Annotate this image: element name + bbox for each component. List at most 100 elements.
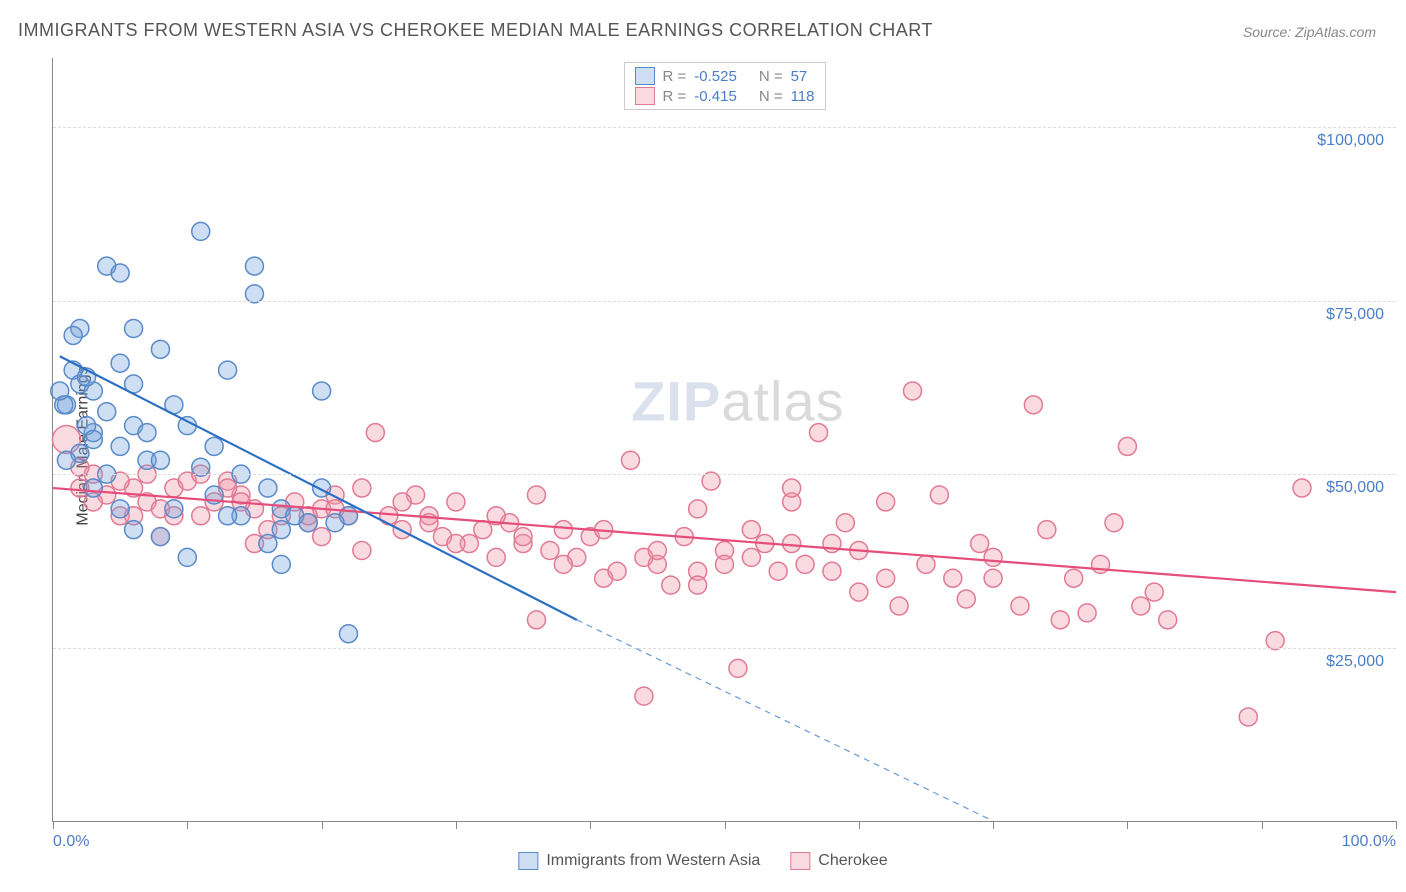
scatter-point — [272, 555, 290, 573]
scatter-point — [151, 528, 169, 546]
legend-swatch-0 — [635, 67, 655, 85]
scatter-point — [1078, 604, 1096, 622]
scatter-point — [205, 437, 223, 455]
scatter-point — [689, 576, 707, 594]
x-tick — [1396, 821, 1397, 829]
legend-bottom: Immigrants from Western Asia Cherokee — [518, 852, 887, 870]
n-value-1: 118 — [791, 88, 815, 105]
scatter-point — [474, 521, 492, 539]
scatter-point — [151, 340, 169, 358]
chart-svg-layer — [53, 58, 1396, 821]
scatter-point — [447, 535, 465, 553]
source-label: Source: ZipAtlas.com — [1243, 24, 1376, 40]
plot-area: ZIPatlas R = -0.525 N = 57 R = -0.415 N … — [52, 58, 1396, 822]
legend-item-1: Cherokee — [790, 852, 887, 870]
r-label: R = — [663, 68, 687, 85]
x-tick — [993, 821, 994, 829]
scatter-point — [1105, 514, 1123, 532]
n-label: N = — [759, 88, 783, 105]
scatter-point — [111, 264, 129, 282]
x-tick — [187, 821, 188, 829]
scatter-point — [689, 500, 707, 518]
x-tick-label: 0.0% — [53, 833, 89, 851]
r-label: R = — [663, 88, 687, 105]
scatter-point — [165, 500, 183, 518]
n-value-0: 57 — [791, 68, 808, 85]
scatter-point — [514, 528, 532, 546]
y-tick-label: $50,000 — [1326, 479, 1384, 497]
gridline — [53, 127, 1396, 128]
scatter-point — [554, 555, 572, 573]
scatter-point — [662, 576, 680, 594]
chart-container: IMMIGRANTS FROM WESTERN ASIA VS CHEROKEE… — [0, 0, 1406, 892]
x-tick — [859, 821, 860, 829]
scatter-point — [796, 555, 814, 573]
scatter-point — [219, 507, 237, 525]
legend-stats-row-0: R = -0.525 N = 57 — [635, 67, 815, 85]
scatter-point — [353, 541, 371, 559]
scatter-point — [64, 326, 82, 344]
scatter-point — [554, 521, 572, 539]
scatter-point — [1065, 569, 1083, 587]
scatter-point — [192, 222, 210, 240]
scatter-point — [810, 424, 828, 442]
scatter-point — [944, 569, 962, 587]
gridline — [53, 301, 1396, 302]
chart-title: IMMIGRANTS FROM WESTERN ASIA VS CHEROKEE… — [18, 20, 933, 41]
n-label: N = — [759, 68, 783, 85]
legend-stats-row-1: R = -0.415 N = 118 — [635, 87, 815, 105]
scatter-point — [192, 507, 210, 525]
scatter-point — [1118, 437, 1136, 455]
scatter-point — [527, 486, 545, 504]
scatter-point — [299, 514, 317, 532]
legend-item-0: Immigrants from Western Asia — [518, 852, 760, 870]
scatter-point — [1132, 597, 1150, 615]
scatter-point — [339, 625, 357, 643]
legend-item-label: Immigrants from Western Asia — [546, 852, 760, 870]
scatter-point — [877, 493, 895, 511]
scatter-point — [366, 424, 384, 442]
scatter-point — [57, 451, 75, 469]
scatter-point — [393, 493, 411, 511]
scatter-point — [1239, 708, 1257, 726]
scatter-point — [877, 569, 895, 587]
scatter-point — [930, 486, 948, 504]
r-value-0: -0.525 — [694, 68, 737, 85]
x-tick-label: 100.0% — [1342, 833, 1396, 851]
scatter-point — [850, 583, 868, 601]
scatter-point — [621, 451, 639, 469]
scatter-point — [1159, 611, 1177, 629]
scatter-point — [541, 541, 559, 559]
scatter-point — [823, 562, 841, 580]
scatter-point — [151, 451, 169, 469]
scatter-point — [353, 479, 371, 497]
scatter-point — [313, 528, 331, 546]
scatter-point — [716, 555, 734, 573]
scatter-point — [783, 535, 801, 553]
scatter-point — [769, 562, 787, 580]
scatter-point — [111, 437, 129, 455]
scatter-point — [836, 514, 854, 532]
scatter-point — [648, 541, 666, 559]
scatter-point — [447, 493, 465, 511]
scatter-point — [783, 479, 801, 497]
x-tick — [1127, 821, 1128, 829]
gridline — [53, 648, 1396, 649]
scatter-point — [51, 382, 69, 400]
x-tick — [322, 821, 323, 829]
scatter-point — [1145, 583, 1163, 601]
scatter-point — [527, 611, 545, 629]
x-tick — [725, 821, 726, 829]
scatter-point — [178, 548, 196, 566]
scatter-point — [98, 403, 116, 421]
legend-swatch-icon — [518, 852, 538, 870]
legend-swatch-1 — [635, 87, 655, 105]
legend-item-label: Cherokee — [818, 852, 887, 870]
scatter-point — [742, 548, 760, 566]
scatter-point — [957, 590, 975, 608]
x-tick — [590, 821, 591, 829]
scatter-point — [904, 382, 922, 400]
scatter-point — [259, 479, 277, 497]
scatter-point — [729, 659, 747, 677]
x-tick — [1262, 821, 1263, 829]
